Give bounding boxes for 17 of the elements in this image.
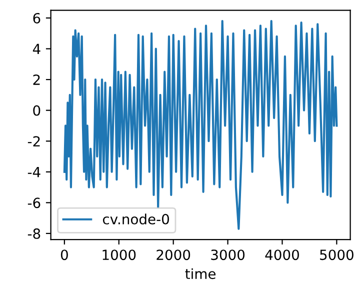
y-tick-label: 0: [33, 105, 40, 116]
x-tick-label: 2000: [156, 250, 190, 260]
y-tick-label: -8: [28, 228, 40, 239]
x-tick-label: 3000: [211, 250, 245, 260]
x-axis-title: time: [185, 268, 216, 280]
y-tick-label: 6: [33, 12, 40, 24]
y-tick-label: -2: [28, 136, 40, 146]
x-tick-label: 1000: [102, 250, 136, 260]
y-tick-label: -4: [28, 167, 40, 178]
x-tick-label: 4000: [265, 250, 299, 260]
y-tick-label: 4: [32, 44, 40, 54]
legend-label: cv.node-0: [102, 214, 169, 224]
x-tick-label: 5000: [320, 250, 354, 260]
y-tick-label: 2: [33, 74, 40, 85]
x-tick-label: 0: [60, 250, 68, 260]
y-tick-label: -6: [28, 198, 40, 208]
line-series: [63, 20, 338, 230]
